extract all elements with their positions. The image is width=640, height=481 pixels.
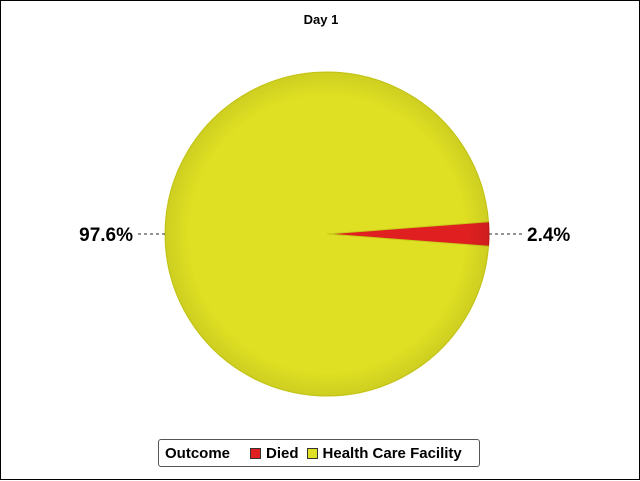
slice-label-died: 2.4% [527, 225, 570, 246]
legend: Outcome Died Health Care Facility [158, 439, 480, 467]
slice-label-health-care-facility: 97.6% [79, 225, 133, 246]
legend-swatch-died [250, 447, 262, 459]
legend-entry-died: Died [250, 445, 299, 462]
chart-title: Day 1 [303, 12, 339, 27]
legend-swatch-health-care-facility [306, 447, 318, 459]
pie-shading [165, 72, 489, 396]
legend-label-died: Died [266, 444, 299, 462]
legend-label-health-care-facility: Health Care Facility [322, 444, 462, 462]
legend-entry-health-care-facility: Health Care Facility [306, 444, 462, 462]
legend-title: Outcome [165, 444, 231, 462]
